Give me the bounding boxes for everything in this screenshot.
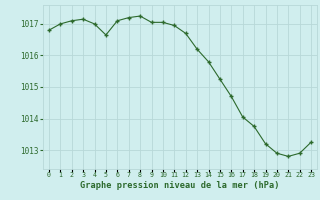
X-axis label: Graphe pression niveau de la mer (hPa): Graphe pression niveau de la mer (hPa) bbox=[80, 181, 280, 190]
